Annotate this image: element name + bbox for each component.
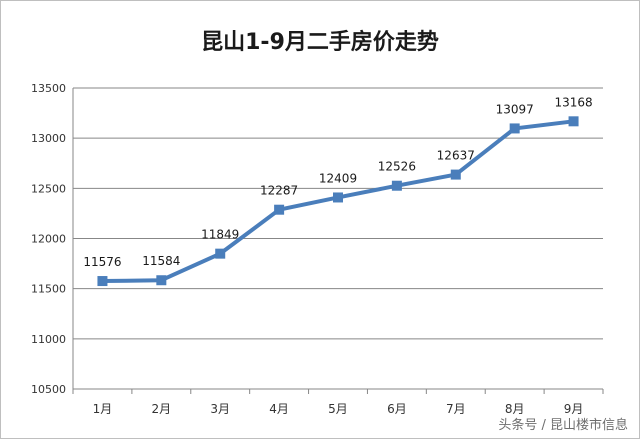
x-tick-label: 8月 xyxy=(505,402,525,416)
y-tick-label: 12000 xyxy=(31,233,66,246)
data-point xyxy=(156,275,167,286)
x-tick-label: 9月 xyxy=(564,402,584,416)
watermark: 头条号 / 昆山楼市信息 xyxy=(498,418,628,433)
y-tick-label: 13000 xyxy=(31,132,66,145)
y-tick-label: 10500 xyxy=(31,383,66,396)
data-label: 11849 xyxy=(201,228,239,242)
data-label: 12409 xyxy=(319,171,357,185)
data-point xyxy=(568,116,579,127)
data-point xyxy=(391,180,402,191)
data-point xyxy=(333,192,343,203)
data-label: 13097 xyxy=(496,102,534,116)
x-tick-label: 5月 xyxy=(328,402,348,416)
data-point xyxy=(215,248,226,259)
data-label: 13168 xyxy=(554,95,592,109)
x-tick-label: 4月 xyxy=(269,402,289,416)
data-point xyxy=(509,123,520,134)
data-label: 11584 xyxy=(142,254,180,268)
y-tick-label: 11500 xyxy=(31,283,66,296)
x-tick-label: 1月 xyxy=(93,402,113,416)
x-tick-label: 7月 xyxy=(446,402,466,416)
x-tick-label: 6月 xyxy=(387,402,407,416)
data-label: 11576 xyxy=(83,255,121,269)
x-tick-label: 2月 xyxy=(152,402,172,416)
data-point xyxy=(274,204,285,215)
data-label: 12287 xyxy=(260,184,298,198)
data-label: 12526 xyxy=(378,160,416,174)
data-point xyxy=(97,276,108,287)
x-tick-label: 3月 xyxy=(210,402,230,416)
chart-title: 昆山1-9月二手房价走势 xyxy=(201,30,439,55)
data-label: 12637 xyxy=(437,149,475,163)
y-tick-label: 11000 xyxy=(31,333,66,346)
y-tick-label: 13500 xyxy=(31,82,66,95)
y-tick-label: 12500 xyxy=(31,182,66,195)
data-point xyxy=(450,169,461,180)
